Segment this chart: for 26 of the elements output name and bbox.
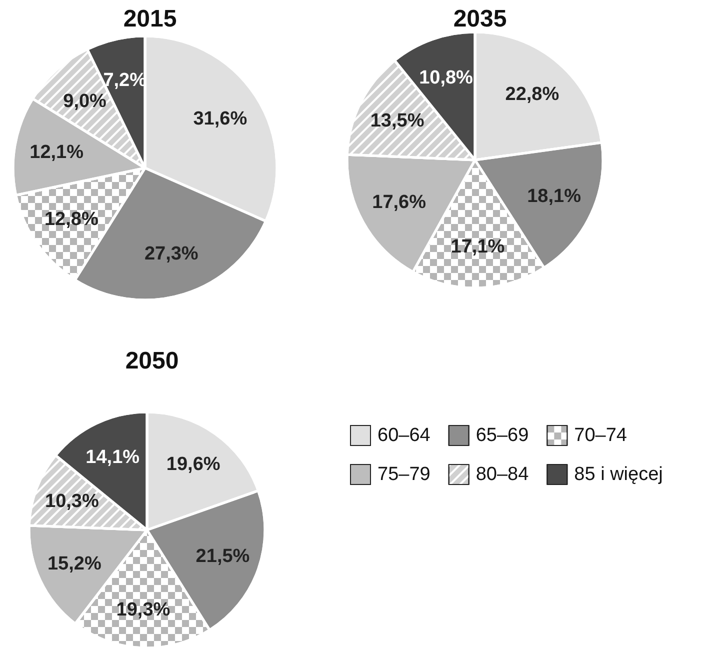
data-label: 17,6% (372, 192, 426, 214)
legend-label: 85 i więcej (574, 464, 663, 485)
data-label: 10,3% (45, 491, 99, 512)
legend-label: 80–84 (476, 464, 530, 485)
data-label: 22,8% (505, 84, 560, 105)
data-label: 21,5% (196, 546, 250, 567)
data-label: 17,1% (450, 236, 505, 258)
data-label: 27,3% (144, 243, 198, 264)
data-label: 12,8% (44, 208, 98, 230)
data-label: 14,1% (86, 447, 140, 468)
legend-label: 60–64 (378, 425, 431, 446)
chart-title: 2035 (453, 6, 507, 32)
data-label: 13,5% (370, 110, 424, 132)
data-label: 18,1% (527, 186, 582, 207)
chart-title: 2050 (125, 348, 179, 374)
chart-title: 2015 (123, 6, 177, 32)
legend-label: 65–69 (476, 425, 529, 446)
data-label: 31,6% (193, 108, 248, 130)
data-label: 15,2% (47, 554, 102, 575)
legend-label: 75–79 (378, 464, 430, 485)
data-label: 12,1% (30, 142, 84, 164)
data-label: 19,6% (166, 454, 220, 475)
data-label: 19,3% (116, 600, 170, 621)
data-label: 10,8% (419, 67, 474, 88)
legend-label: 70–74 (574, 425, 628, 446)
data-label: 9,0% (63, 90, 107, 112)
